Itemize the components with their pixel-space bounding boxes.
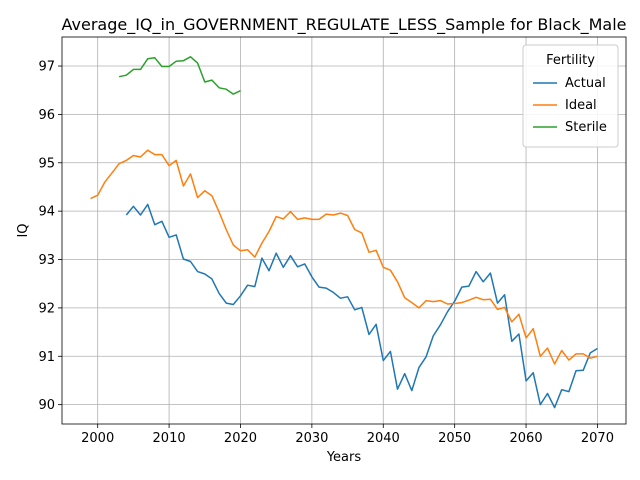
x-tick-label: 2050 [438,431,471,446]
y-tick-label: 91 [38,350,55,365]
x-tick-label: 2010 [153,431,186,446]
legend-title: Fertility [546,53,595,68]
y-tick-label: 93 [38,253,55,268]
y-tick-label: 90 [38,398,55,413]
x-axis-label: Years [326,450,362,465]
legend-label-sterile: Sterile [565,120,607,135]
x-tick-label: 2020 [224,431,257,446]
legend-label-ideal: Ideal [565,98,597,113]
series-lines [90,56,598,409]
y-tick-label: 97 [38,60,55,75]
series-line-ideal [90,149,598,365]
x-tick-label: 2070 [581,431,614,446]
legend-label-actual: Actual [565,76,606,91]
ticks: 2000 2010 2020 2030 2040 2050 2060 2070 90 91 92 93… [38,60,614,446]
x-tick-label: 2060 [510,431,543,446]
series-line-sterile [118,56,241,95]
y-tick-label: 92 [38,301,55,316]
legend: Fertility Actual Ideal Sterile [522,44,619,148]
y-tick-label: 96 [38,108,55,123]
chart-title: Average_IQ_in_GOVERNMENT_REGULATE_LESS_S… [62,15,627,35]
legend-box [522,44,619,148]
y-tick-label: 94 [38,205,55,220]
axes [61,36,627,425]
y-tick-label: 95 [38,156,55,171]
x-tick-label: 2030 [295,431,328,446]
plot-frame [61,36,627,425]
x-tick-label: 2040 [367,431,400,446]
x-tick-label: 2000 [81,431,114,446]
y-axis-label: IQ [16,223,31,237]
series-line-actual [125,203,598,409]
